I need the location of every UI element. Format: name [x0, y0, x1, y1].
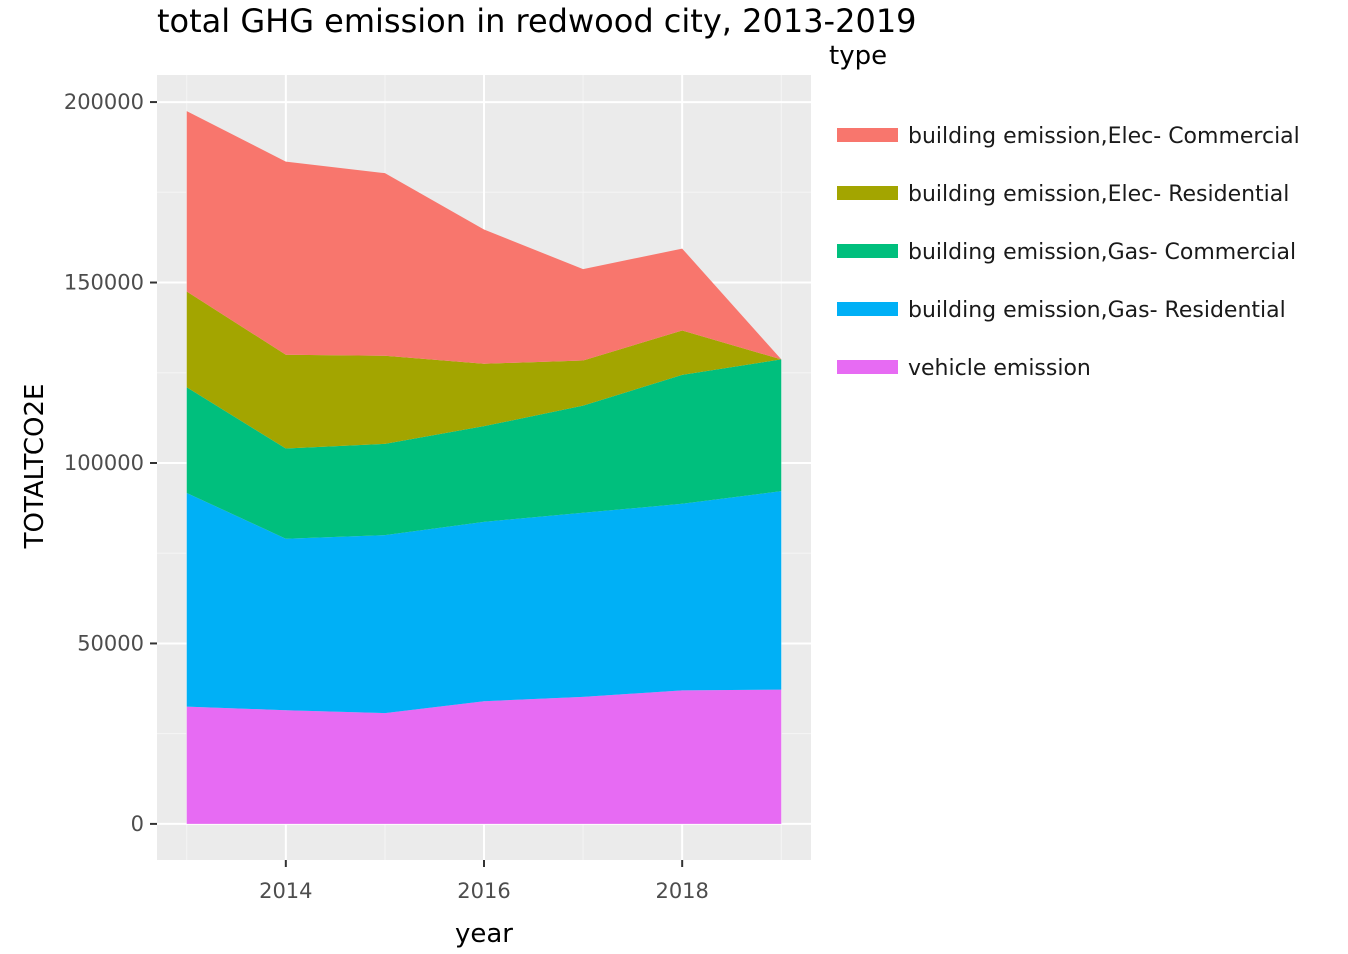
legend-key [837, 302, 898, 316]
x-tick-label: 2014 [259, 879, 312, 903]
area-series-2 [186, 359, 782, 539]
x-tick-label: 2016 [457, 879, 510, 903]
y-tick-label: 0 [131, 812, 144, 836]
legend-label: vehicle emission [908, 356, 1091, 381]
legend-key [837, 244, 898, 258]
legend-key [837, 360, 898, 374]
y-tick-label: 50000 [77, 631, 144, 655]
area-series-4 [186, 111, 782, 364]
legend-key [837, 186, 898, 200]
area-series-1 [186, 491, 782, 714]
x-tick-label: 2018 [655, 879, 708, 903]
area-series-3 [186, 291, 782, 449]
y-tick-label: 100000 [64, 451, 144, 475]
legend-title: type [829, 41, 887, 71]
area-layer [186, 111, 782, 824]
legend-label: building emission,Gas- Residential [908, 298, 1286, 323]
y-tick-label: 150000 [64, 271, 144, 295]
y-tick-label: 200000 [64, 90, 144, 114]
tick-layer: 0 50000 100000 150000 200000 2014 2016 2018 [64, 90, 709, 903]
chart-title: total GHG emission in redwood city, 2013… [157, 2, 917, 40]
legend: type building emission,Elec- Commercial b… [829, 41, 1300, 381]
legend-label: building emission,Gas- Commercial [908, 240, 1296, 265]
area-series-0 [186, 689, 782, 824]
y-axis-title: TOTALTCO2E [20, 384, 50, 550]
legend-label: building emission,Elec- Commercial [908, 124, 1300, 149]
legend-label: building emission,Elec- Residential [908, 182, 1289, 207]
x-axis-title: year [455, 919, 513, 949]
legend-key [837, 128, 898, 142]
